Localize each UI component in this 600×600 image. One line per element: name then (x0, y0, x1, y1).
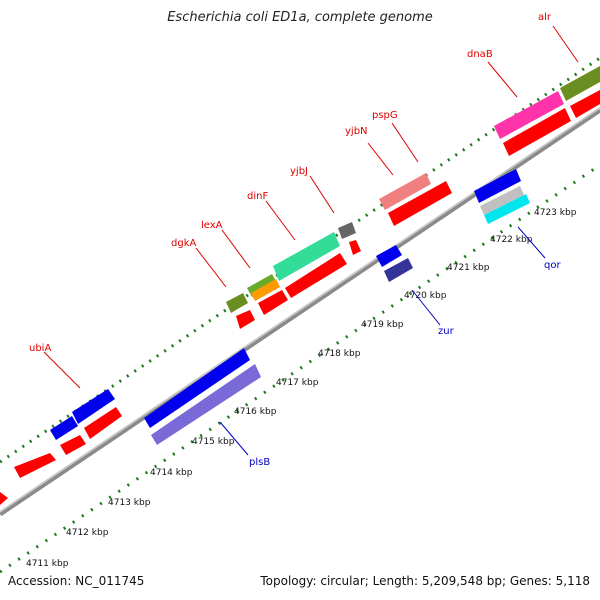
gene-label-yjbJ: yjbJ (290, 166, 308, 177)
gene-label-dgkA: dgkA (171, 238, 196, 249)
gene-features (0, 66, 600, 505)
gene-arrow (258, 290, 288, 315)
scale-label: 4720 kbp (404, 291, 447, 301)
label-leaders (43, 25, 579, 456)
scale-label: 4722 kbp (490, 235, 533, 245)
gene-arrow (474, 169, 521, 203)
leader-line (221, 229, 251, 269)
gene-arrow (349, 240, 361, 255)
backbone-highlight (0, 107, 600, 513)
gene-arrow (0, 492, 8, 505)
scale-label: 4712 kbp (66, 528, 109, 538)
gene-arrow (484, 194, 530, 224)
leader-line (517, 226, 546, 259)
accession-text: Accession: NC_011745 (8, 574, 145, 588)
leader-line (552, 25, 579, 63)
gene-arrow (226, 293, 248, 313)
gene-arrow (560, 66, 600, 101)
leader-line (219, 421, 249, 456)
gene-arrow (273, 232, 340, 281)
gene-label-dnaB: dnaB (467, 49, 493, 60)
scale-label: 4718 kbp (318, 349, 361, 359)
gene-arrow (285, 253, 347, 298)
gene-label-lexA: lexA (201, 220, 223, 231)
gene-arrow (384, 258, 413, 282)
gene-labels: ubiA dgkA lexA dinF yjbJ yjbN pspG dnaB … (29, 12, 561, 468)
gene-arrow (151, 364, 261, 445)
scale-label: 4719 kbp (361, 320, 404, 330)
gene-label-plsB: plsB (249, 457, 270, 468)
inner-tick-track (0, 163, 600, 574)
gene-arrow (376, 245, 402, 267)
gene-arrow (379, 173, 431, 210)
leader-line (265, 200, 296, 241)
backbone-line (0, 107, 600, 517)
gene-label-qor: qor (544, 260, 561, 271)
scale-labels: 4711 kbp 4712 kbp 4713 kbp 4714 kbp 4715… (26, 208, 577, 569)
leader-line (367, 142, 394, 176)
scale-label: 4711 kbp (26, 559, 69, 569)
gene-label-alr: alr (538, 12, 552, 23)
leader-line (391, 122, 419, 163)
leader-line (487, 61, 518, 98)
gene-arrow (60, 435, 86, 455)
leader-line (309, 175, 335, 214)
scale-label: 4714 kbp (150, 468, 193, 478)
gene-label-pspG: pspG (372, 110, 398, 121)
genome-summary-text: Topology: circular; Length: 5,209,548 bp… (260, 574, 590, 588)
scale-label: 4717 kbp (276, 378, 319, 388)
gene-arrow (570, 90, 600, 118)
gene-arrow (503, 108, 571, 156)
leader-line (195, 247, 227, 288)
gene-label-dinF: dinF (247, 191, 268, 202)
gene-arrow (388, 181, 452, 226)
gene-arrow (50, 416, 78, 440)
scale-label: 4723 kbp (534, 208, 577, 218)
leader-line (411, 289, 441, 326)
gene-label-yjbN: yjbN (345, 126, 368, 137)
gene-arrow (14, 453, 56, 478)
gene-label-ubiA: ubiA (29, 343, 51, 354)
leader-line (43, 351, 81, 389)
scale-label: 4716 kbp (234, 407, 277, 417)
scale-label: 4715 kbp (192, 437, 235, 447)
gene-label-zur: zur (438, 326, 455, 337)
scale-label: 4721 kbp (447, 263, 490, 273)
gene-arrow (84, 407, 122, 439)
gene-arrow (236, 310, 255, 329)
gene-arrow (480, 186, 524, 215)
gene-arrow (251, 279, 280, 301)
map-title: Escherichia coli ED1a, complete genome (167, 10, 433, 25)
gene-arrow (494, 91, 564, 139)
gene-arrow (144, 348, 250, 428)
scale-label: 4713 kbp (108, 498, 151, 508)
gene-arrow (72, 389, 115, 424)
gene-arrow (338, 222, 356, 239)
